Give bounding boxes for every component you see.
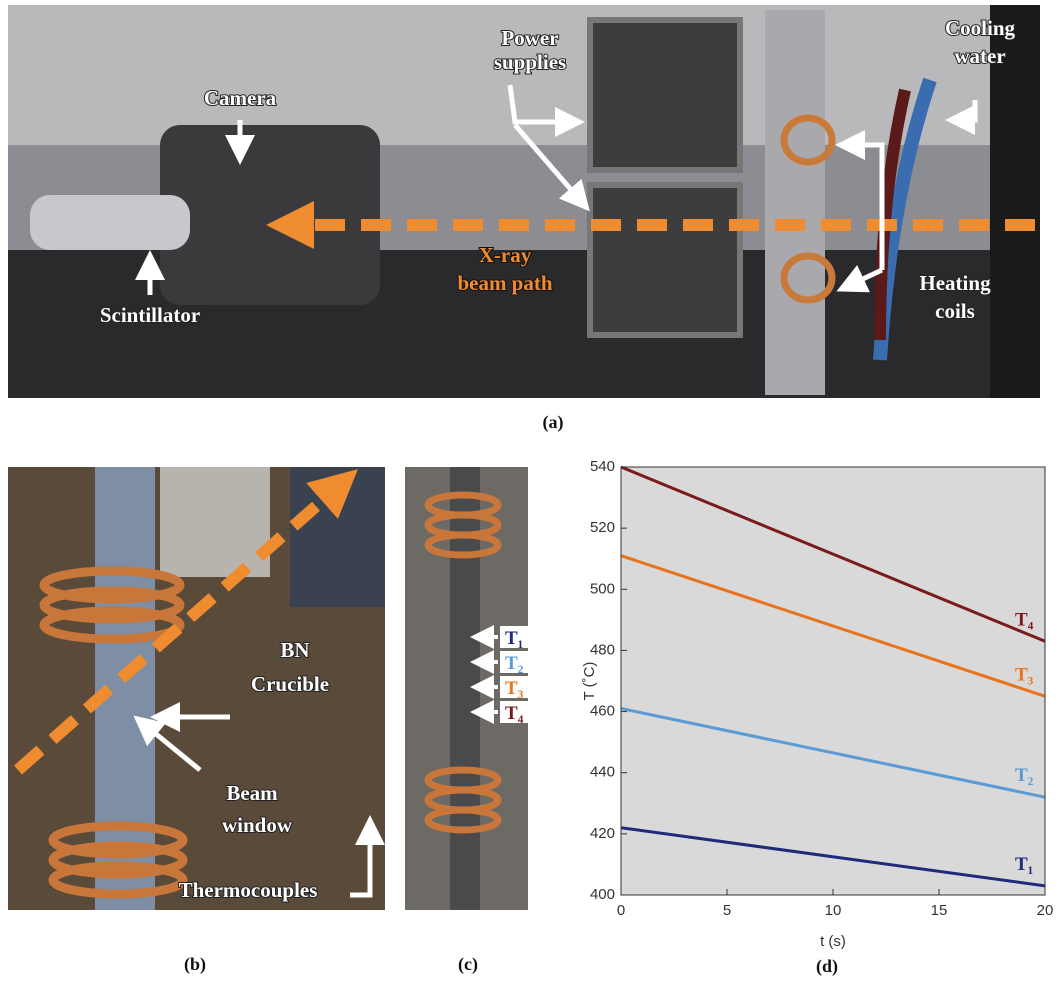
- series-label: T₂: [1015, 765, 1034, 786]
- y-tick-label: 540: [590, 458, 615, 475]
- y-tick-label: 500: [590, 580, 615, 597]
- y-tick-label: 420: [590, 825, 615, 842]
- series-label: T₄: [1015, 609, 1034, 630]
- y-tick-label: 520: [590, 519, 615, 536]
- label-line: Beam: [226, 781, 278, 805]
- label-camera: Camera: [204, 86, 277, 110]
- tc-label: T₄: [505, 703, 524, 724]
- caption-c: (c): [458, 954, 478, 975]
- label-line: coils: [935, 299, 975, 323]
- label-line: Crucible: [251, 672, 329, 696]
- x-tick-label: 20: [1037, 902, 1054, 919]
- label-line: supplies: [494, 50, 566, 74]
- y-axis-label: T (˚C): [581, 662, 598, 701]
- caption-a: (a): [543, 412, 564, 433]
- caption-d: (d): [816, 956, 838, 977]
- label-thermocouples: Thermocouples: [179, 878, 318, 902]
- tc-label: T₂: [505, 653, 524, 674]
- label-line: X-ray: [479, 243, 532, 267]
- y-tick-label: 400: [590, 886, 615, 903]
- figure: Camera Powersupplies Cooling water Scinti…: [0, 0, 1059, 987]
- label-line: beam path: [457, 271, 552, 295]
- y-tick-label: 440: [590, 764, 615, 781]
- caption-b: (b): [184, 954, 206, 975]
- label-line: water: [954, 44, 1005, 68]
- tc-label: T₁: [505, 628, 523, 649]
- y-tick-label: 480: [590, 641, 615, 658]
- x-tick-label: 5: [723, 902, 731, 919]
- x-axis-label: t (s): [820, 933, 846, 950]
- x-tick-label: 15: [931, 902, 948, 919]
- tc-label: T₃: [505, 678, 524, 699]
- series-label: T₃: [1015, 664, 1034, 685]
- label-scintillator: Scintillator: [100, 303, 200, 327]
- label-line: BN: [280, 638, 309, 662]
- label-line: Heating: [919, 271, 991, 295]
- label-line: window: [222, 813, 293, 837]
- label-line: Cooling: [945, 16, 1016, 40]
- series-label: T₁: [1015, 854, 1033, 875]
- plot-background: [621, 467, 1045, 895]
- y-tick-label: 460: [590, 703, 615, 720]
- x-tick-label: 10: [825, 902, 842, 919]
- label-line: Power: [501, 26, 558, 50]
- x-tick-label: 0: [617, 902, 625, 919]
